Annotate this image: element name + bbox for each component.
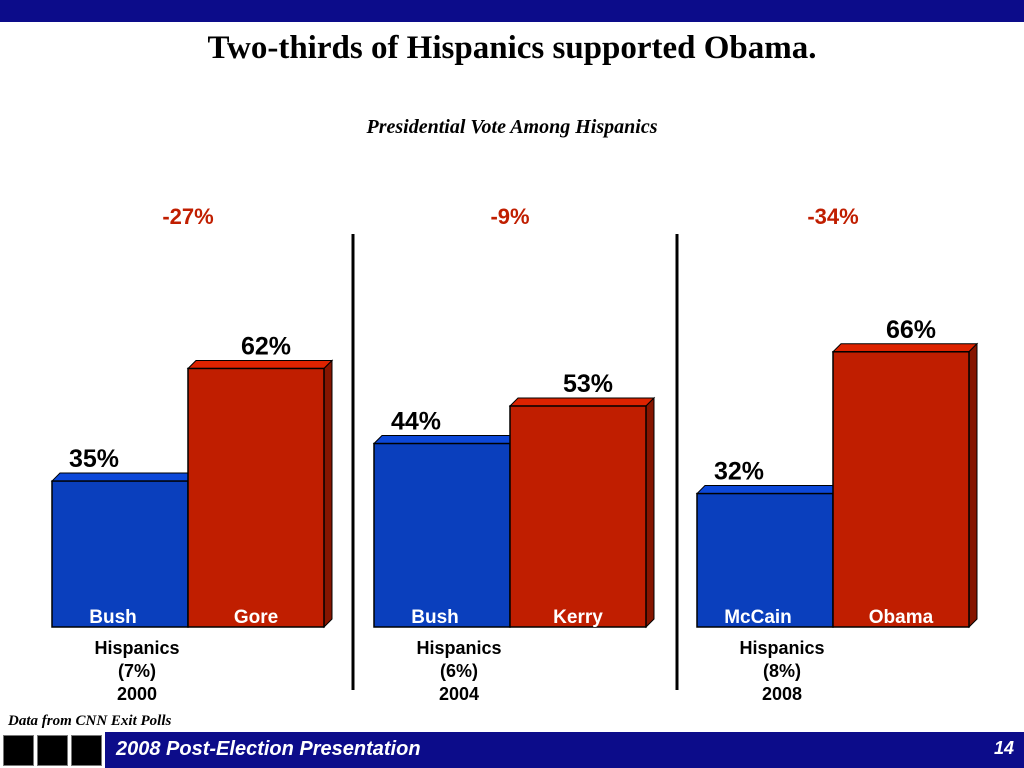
group-label: (6%) bbox=[440, 661, 478, 681]
data-label: 53% bbox=[563, 370, 613, 398]
margin-label: -27% bbox=[162, 204, 213, 229]
bar bbox=[373, 442, 511, 628]
chart-subtitle: Presidential Vote Among Hispanics bbox=[366, 116, 658, 138]
bar bbox=[51, 480, 189, 628]
group-label: (8%) bbox=[763, 661, 801, 681]
bar bbox=[696, 492, 834, 628]
bar-top bbox=[186, 359, 334, 369]
footer-bar bbox=[0, 732, 1024, 768]
candidate-label: Gore bbox=[234, 607, 278, 628]
data-label: 66% bbox=[886, 316, 936, 344]
bar-side bbox=[968, 342, 978, 629]
bar-side bbox=[323, 359, 333, 629]
top-banner bbox=[0, 0, 1024, 22]
logo-strip bbox=[0, 732, 105, 768]
candidate-label: Bush bbox=[411, 607, 459, 628]
logo-icon bbox=[71, 735, 102, 766]
page-number: 14 bbox=[993, 738, 1014, 758]
data-label: 44% bbox=[391, 408, 441, 436]
source-note: Data from CNN Exit Polls bbox=[8, 713, 172, 729]
candidate-label: Bush bbox=[89, 607, 137, 628]
logo-icon bbox=[37, 735, 68, 766]
bar bbox=[187, 367, 325, 628]
margin-label: -9% bbox=[490, 204, 529, 229]
group-label: (7%) bbox=[118, 661, 156, 681]
data-label: 62% bbox=[241, 332, 291, 360]
candidate-label: Kerry bbox=[553, 607, 603, 628]
bar-top bbox=[695, 485, 843, 495]
group-label: Hispanics bbox=[739, 638, 824, 658]
group-label: 2004 bbox=[439, 684, 479, 704]
candidate-label: McCain bbox=[724, 607, 792, 628]
group-label: 2008 bbox=[762, 684, 802, 704]
bar-side bbox=[645, 396, 655, 629]
bar-top bbox=[50, 472, 198, 482]
group-label: 2000 bbox=[117, 684, 157, 704]
footer-title: 2008 Post-Election Presentation bbox=[116, 738, 421, 760]
group-label: Hispanics bbox=[94, 638, 179, 658]
data-label: 32% bbox=[714, 458, 764, 486]
bar bbox=[832, 351, 970, 628]
bar bbox=[509, 405, 647, 628]
bar-chart: -27% 35% Bush 62% Gore Hispanics (7%) 2000 -9% 44… bbox=[50, 204, 979, 704]
logo-icon bbox=[3, 735, 34, 766]
bar-top bbox=[372, 435, 520, 445]
page-title: Two-thirds of Hispanics supported Obama. bbox=[207, 30, 817, 66]
data-label: 35% bbox=[69, 445, 119, 473]
margin-label: -34% bbox=[807, 204, 858, 229]
bar-top bbox=[831, 343, 979, 353]
candidate-label: Obama bbox=[869, 607, 934, 628]
group-label: Hispanics bbox=[416, 638, 501, 658]
bar-top bbox=[508, 397, 656, 407]
